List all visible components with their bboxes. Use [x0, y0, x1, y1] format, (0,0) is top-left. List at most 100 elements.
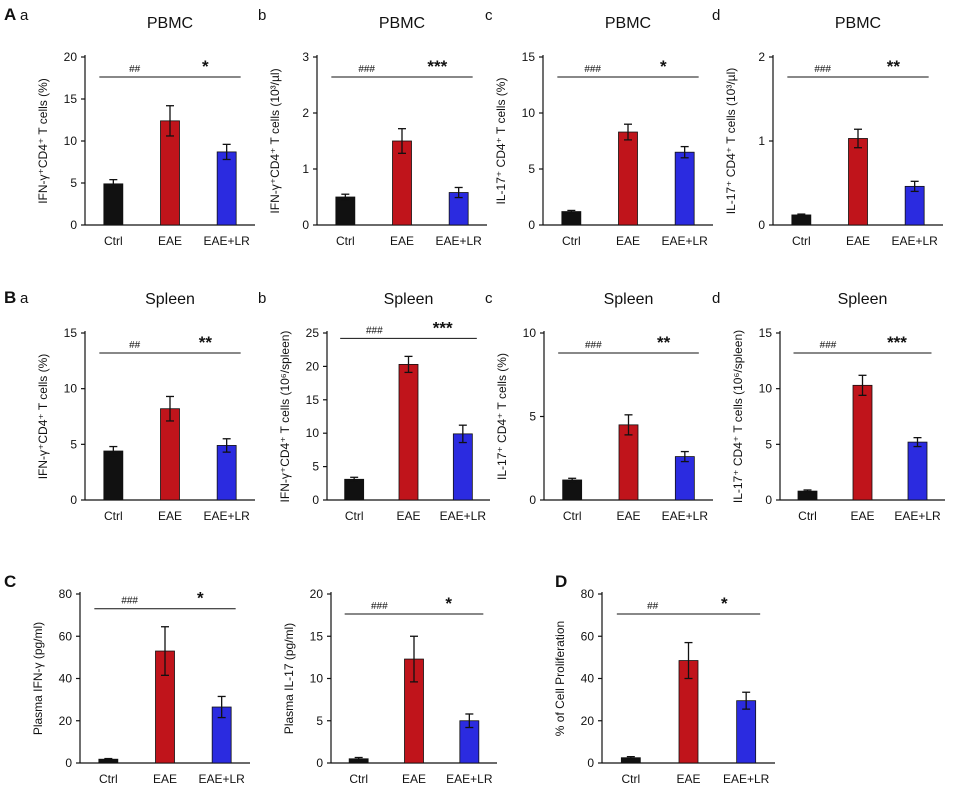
- bar-ctrl: [344, 478, 365, 501]
- y-tick-label: 20: [64, 50, 78, 64]
- y-tick-label: 5: [70, 437, 77, 451]
- x-category-label: Ctrl: [621, 772, 640, 786]
- x-category-label: EAE+LR: [203, 234, 250, 248]
- y-tick-label: 2: [758, 50, 765, 64]
- y-tick-label: 5: [528, 162, 535, 176]
- x-category-label: EAE+LR: [662, 509, 709, 523]
- bar-eae: [160, 408, 180, 501]
- section-label-A: A: [4, 5, 16, 24]
- chart-panel-D-1: 0 20 40 60 80 % of Cell Proliferation Ctrl EAE E…: [553, 587, 775, 786]
- chart-panel-A-c: c PBMC 0 5 10 15 IL-17⁺ CD4⁺ T cells (%) Ctrl EA…: [485, 7, 713, 248]
- significance-label: **: [199, 333, 213, 352]
- y-tick-label: 10: [64, 382, 78, 396]
- x-category-label: EAE: [390, 234, 414, 248]
- significance-label: ###: [121, 596, 138, 607]
- y-tick-label: 0: [587, 756, 594, 770]
- chart-panel-B-d: d Spleen 0 5 10 15 IL-17⁺ CD4⁺ T cells (10⁶/sp…: [712, 290, 945, 523]
- y-axis-label: IL-17⁺ CD4⁺ T cells (%): [495, 353, 509, 480]
- bar-ctrl: [791, 214, 812, 226]
- y-tick-label: 15: [306, 393, 320, 407]
- chart-panel-A-a: a PBMC 0 5 10 15 20 IFN-γ⁺CD4⁺ T cells (%) Ctrl E…: [20, 7, 255, 248]
- y-tick-label: 0: [529, 493, 536, 507]
- significance-label: *: [660, 57, 667, 76]
- panel-title: PBMC: [835, 15, 881, 32]
- panel-title: Spleen: [604, 291, 654, 308]
- x-category-label: EAE: [153, 772, 177, 786]
- x-category-label: Ctrl: [798, 509, 817, 523]
- bar-eae-lr: [904, 185, 925, 226]
- y-tick-label: 10: [523, 326, 537, 340]
- chart-panel-A-b: b PBMC 0 1 2 3 IFN-γ⁺CD4⁺ T cells (10³/µl) Ctrl…: [258, 7, 487, 248]
- x-category-label: EAE+LR: [440, 509, 487, 523]
- chart-panel-A-d: d PBMC 0 1 2 IL-17⁺ CD4⁺ T cells (10³/µl) Ctrl…: [712, 7, 943, 248]
- y-axis-label: IL-17⁺ CD4⁺ T cells (10³/µl): [724, 68, 738, 215]
- x-category-label: EAE+LR: [446, 772, 493, 786]
- y-tick-label: 2: [302, 106, 309, 120]
- bar-eae-lr: [674, 151, 695, 226]
- y-tick-label: 60: [59, 629, 73, 643]
- y-tick-label: 0: [70, 218, 77, 232]
- bar-ctrl: [561, 211, 582, 226]
- y-tick-label: 0: [765, 493, 772, 507]
- panel-label: a: [20, 7, 29, 24]
- significance-label: *: [202, 57, 209, 76]
- panel-label: a: [20, 290, 29, 307]
- panel-label: d: [712, 7, 720, 24]
- significance-label: *: [197, 589, 204, 608]
- x-category-label: Ctrl: [563, 509, 582, 523]
- y-tick-label: 40: [59, 672, 73, 686]
- panel-label: b: [258, 290, 266, 307]
- x-category-label: Ctrl: [562, 234, 581, 248]
- y-tick-label: 5: [765, 437, 772, 451]
- x-category-label: EAE: [158, 509, 182, 523]
- y-axis-label: Plasma IFN-γ (pg/ml): [31, 622, 45, 735]
- y-tick-label: 15: [64, 326, 78, 340]
- x-category-label: EAE: [158, 234, 182, 248]
- panel-title: Spleen: [145, 291, 195, 308]
- x-category-label: Ctrl: [345, 509, 364, 523]
- y-tick-label: 0: [65, 756, 72, 770]
- y-tick-label: 5: [529, 410, 536, 424]
- panel-label: c: [485, 7, 493, 24]
- y-tick-label: 20: [310, 587, 324, 601]
- x-category-label: Ctrl: [99, 772, 118, 786]
- significance-label: ##: [129, 64, 141, 75]
- panel-title: PBMC: [147, 15, 193, 32]
- panel-title: PBMC: [379, 15, 425, 32]
- significance-label: ###: [585, 340, 602, 351]
- y-axis-label: IL-17⁺ CD4⁺ T cells (10⁶/spleen): [731, 330, 745, 503]
- x-category-label: Ctrl: [104, 509, 123, 523]
- x-category-label: EAE: [402, 772, 426, 786]
- chart-panel-B-a: a Spleen 0 5 10 15 IFN-γ⁺CD4⁺ T cells (%) Ctrl E…: [20, 290, 255, 523]
- panel-label: c: [485, 290, 493, 307]
- chart-panel-C-2: 0 5 10 15 20 Plasma IL-17 (pg/ml) Ctrl EAE EAE+L…: [282, 587, 497, 786]
- significance-label: ***: [887, 333, 907, 352]
- section-label-B: B: [4, 288, 16, 307]
- y-tick-label: 10: [759, 382, 773, 396]
- y-tick-label: 10: [306, 426, 320, 440]
- y-tick-label: 10: [310, 672, 324, 686]
- y-tick-label: 20: [581, 714, 595, 728]
- bar-eae-lr: [736, 700, 757, 764]
- y-tick-label: 0: [316, 756, 323, 770]
- y-tick-label: 5: [70, 176, 77, 190]
- significance-label: ###: [814, 64, 831, 75]
- y-tick-label: 0: [302, 218, 309, 232]
- y-tick-label: 3: [302, 50, 309, 64]
- y-tick-label: 60: [581, 629, 595, 643]
- y-tick-label: 10: [522, 106, 536, 120]
- significance-label: ##: [129, 340, 141, 351]
- significance-label: **: [657, 333, 671, 352]
- x-category-label: Ctrl: [336, 234, 355, 248]
- x-category-label: EAE: [616, 509, 640, 523]
- x-category-label: EAE+LR: [723, 772, 770, 786]
- y-axis-label: IFN-γ⁺CD4⁺ T cells (%): [36, 354, 50, 480]
- x-category-label: EAE+LR: [198, 772, 245, 786]
- bar-eae-lr: [452, 433, 473, 501]
- x-category-label: EAE+LR: [894, 509, 941, 523]
- significance-label: ###: [371, 601, 388, 612]
- x-category-label: Ctrl: [792, 234, 811, 248]
- significance-label: ###: [820, 340, 837, 351]
